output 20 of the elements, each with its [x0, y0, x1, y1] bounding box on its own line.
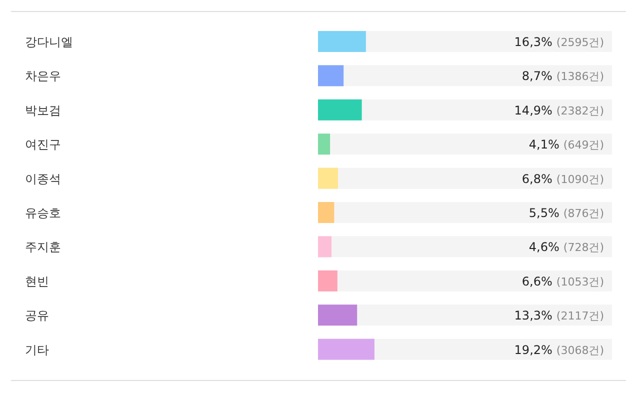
data-label: 16,3% (2595건)	[514, 35, 604, 49]
y-tick-label: 현빈	[25, 274, 49, 288]
y-tick-label: 주지훈	[25, 240, 61, 254]
data-label: 6,8% (1090건)	[522, 172, 604, 186]
data-label: 5,5% (876건)	[528, 206, 604, 220]
y-tick-label: 이종석	[25, 172, 61, 186]
y-tick-label: 박보검	[25, 103, 61, 118]
data-label: 13,3% (2117건)	[514, 308, 604, 323]
data-label: 19,2% (3068건)	[514, 342, 604, 357]
data-label: 4,6% (728건)	[528, 240, 604, 254]
y-tick-label: 여진구	[25, 138, 61, 152]
y-tick-label: 기타	[25, 342, 49, 357]
y-tick-label: 강다니엘	[25, 35, 73, 49]
data-label: 6,6% (1053건)	[522, 274, 604, 288]
y-tick-label: 유승호	[25, 206, 61, 220]
data-label: 8,7% (1386건)	[522, 69, 604, 84]
data-label: 14,9% (2382건)	[514, 103, 604, 118]
data-label: 4,1% (649건)	[528, 138, 604, 152]
y-tick-label: 차은우	[25, 69, 61, 84]
y-tick-label: 공유	[25, 308, 49, 323]
